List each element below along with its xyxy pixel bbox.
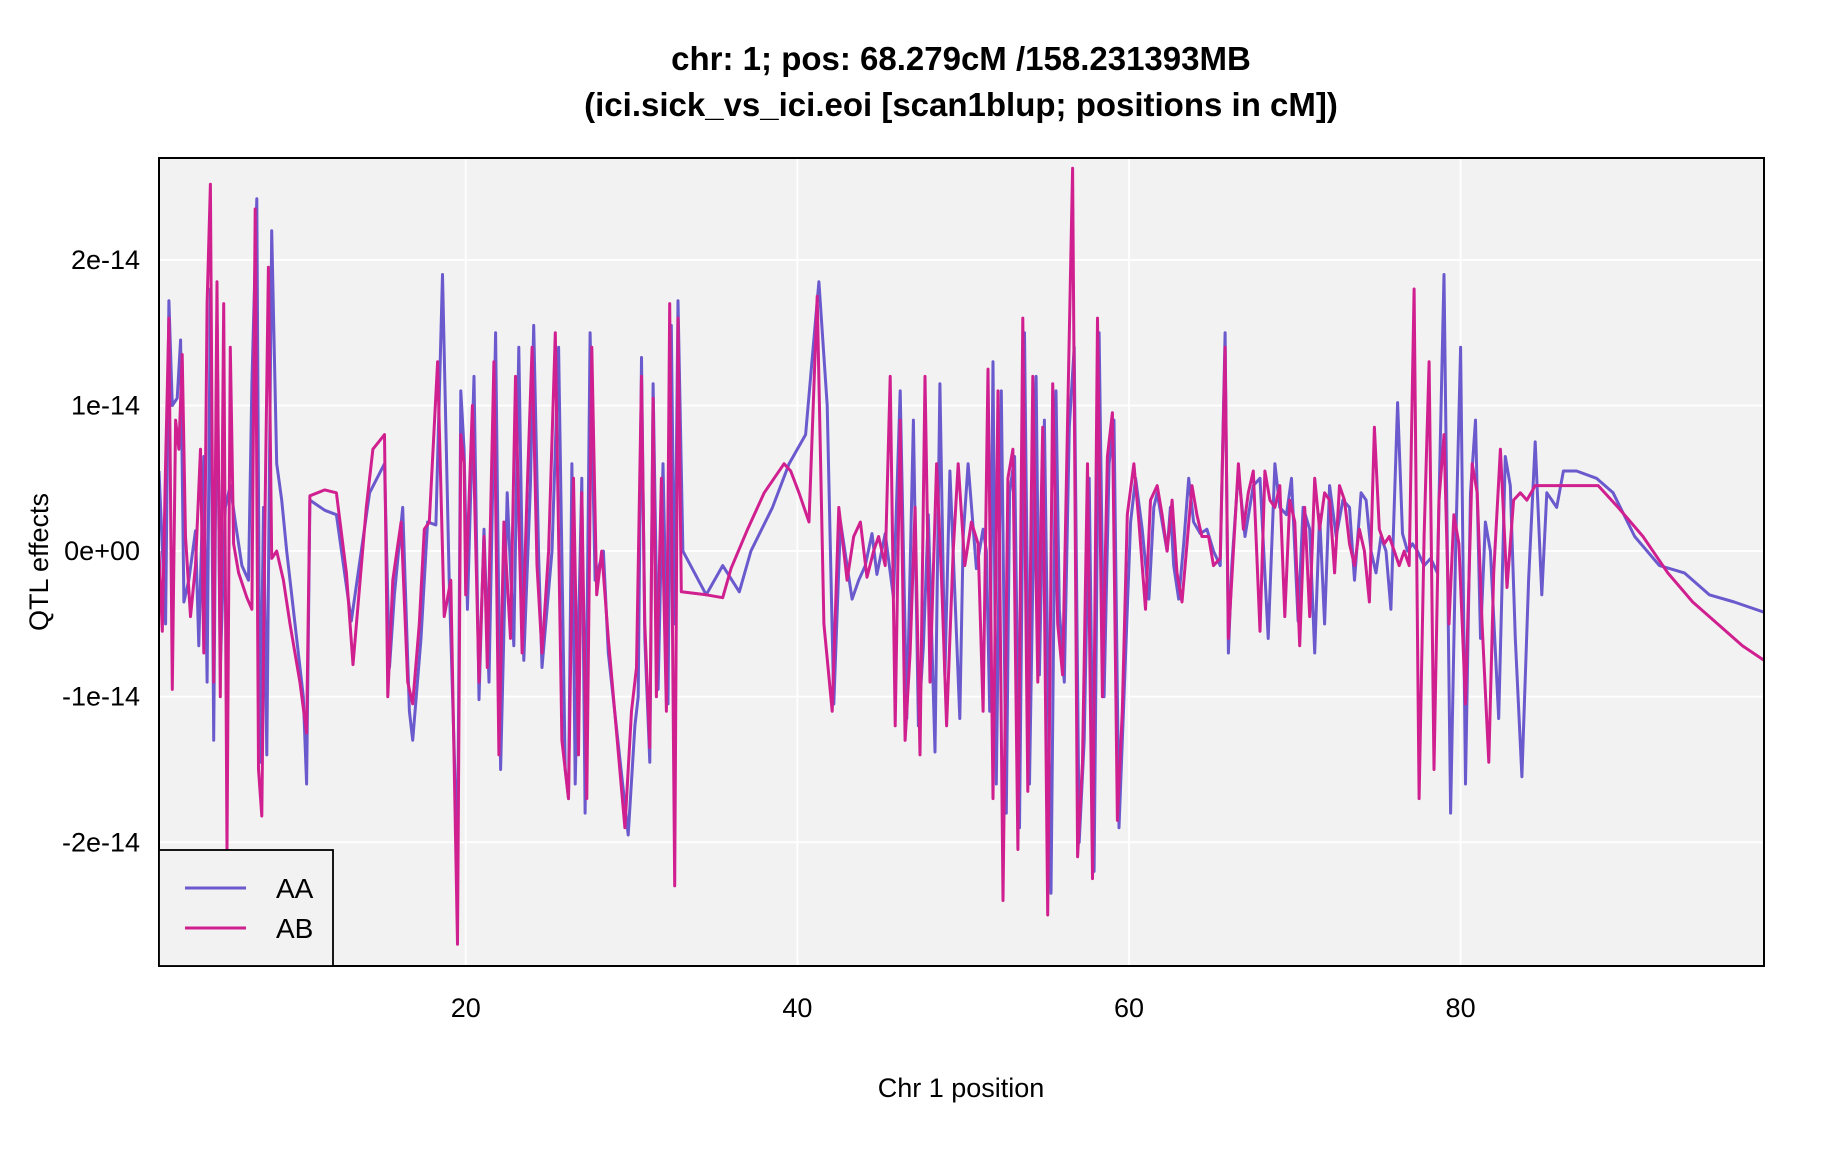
x-tick-label-2: 60: [1114, 993, 1144, 1023]
legend-label-aa: AA: [276, 873, 314, 904]
plot-frame: [158, 157, 1765, 967]
y-tick-label-1: -1e-14: [62, 682, 140, 712]
x-axis-ticks: 20 40 60 80: [451, 993, 1476, 1023]
x-axis-label: Chr 1 position: [878, 1073, 1045, 1103]
x-tick-label-3: 80: [1446, 993, 1476, 1023]
legend-label-ab: AB: [276, 913, 313, 944]
x-tick-label-1: 40: [782, 993, 812, 1023]
y-tick-label-3: 1e-14: [71, 390, 140, 420]
y-tick-label-4: 2e-14: [71, 245, 140, 275]
chart-title-line2: (ici.sick_vs_ici.eoi [scan1blup; positio…: [584, 86, 1338, 123]
chart-title-line1: chr: 1; pos: 68.279cM /158.231393MB: [671, 40, 1251, 77]
y-tick-label-0: -2e-14: [62, 827, 140, 857]
y-tick-label-2: 0e+00: [64, 536, 140, 566]
legend: AA AB: [158, 849, 334, 967]
y-axis-label: QTL effects: [24, 493, 54, 631]
legend-box: [158, 849, 334, 967]
series-line-ab: [159, 166, 1764, 946]
x-tick-label-0: 20: [451, 993, 481, 1023]
series-group: [159, 166, 1764, 946]
y-axis-ticks: -2e-14 -1e-14 0e+00 1e-14 2e-14: [62, 245, 140, 857]
